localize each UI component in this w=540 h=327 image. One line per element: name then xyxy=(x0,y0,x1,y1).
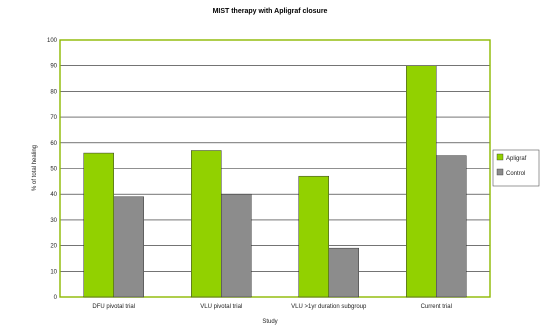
bar-apligraf xyxy=(406,65,437,298)
x-tick-label: Current trial xyxy=(421,304,452,310)
y-tick-label: 90 xyxy=(50,64,57,70)
y-tick-label: 60 xyxy=(50,141,57,147)
bar-control xyxy=(221,193,252,298)
plot-area: 0 10 20 30 40 50 60 70 80 90 100 DFU pivotal trial V… xyxy=(47,38,491,310)
y-tick-label: 40 xyxy=(50,192,57,198)
legend-swatch-apligraf xyxy=(496,153,504,161)
legend-swatch-control xyxy=(496,168,504,176)
bar-control xyxy=(328,247,359,298)
x-tick-label: VLU >1yr duration subgroup xyxy=(291,304,367,310)
bar-apligraf xyxy=(191,150,222,298)
plot-border xyxy=(59,39,491,298)
y-tick-label: 0 xyxy=(54,295,58,301)
x-tick-label: DFU pivotal trial xyxy=(92,304,135,310)
bar-apligraf xyxy=(298,175,329,298)
y-axis-title: % of total healing xyxy=(32,145,38,191)
legend-label-apligraf: Apligraf xyxy=(506,156,527,162)
bar-control xyxy=(436,155,467,298)
legend: Apligraf Control xyxy=(492,149,540,187)
x-tick-label: VLU pivotal trial xyxy=(200,304,242,310)
y-tick-label: 30 xyxy=(50,218,57,224)
y-tick-label: 80 xyxy=(50,89,57,95)
y-tick-label: 70 xyxy=(50,115,57,121)
legend-label-control: Control xyxy=(506,171,525,177)
x-axis-title: Study xyxy=(262,319,277,325)
y-tick-label: 10 xyxy=(50,269,57,275)
chart-title: MIST therapy with Apligraf closure xyxy=(213,8,328,15)
bar-control xyxy=(113,196,144,298)
y-tick-label: 20 xyxy=(50,244,57,250)
bar-apligraf xyxy=(83,152,114,298)
y-tick-label: 100 xyxy=(47,38,58,44)
y-tick-label: 50 xyxy=(50,167,57,173)
